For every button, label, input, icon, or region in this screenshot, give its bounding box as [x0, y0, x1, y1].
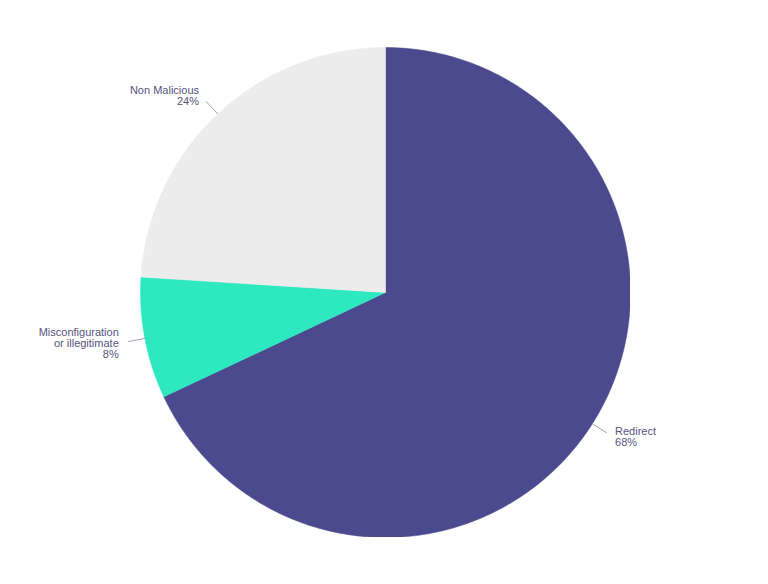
svg-text:Misconfigurationor illegitimat: Misconfigurationor illegitimate8% — [39, 326, 119, 360]
svg-text:Non Malicious24%: Non Malicious24% — [130, 84, 200, 107]
svg-text:Redirect68%: Redirect68% — [615, 425, 656, 448]
